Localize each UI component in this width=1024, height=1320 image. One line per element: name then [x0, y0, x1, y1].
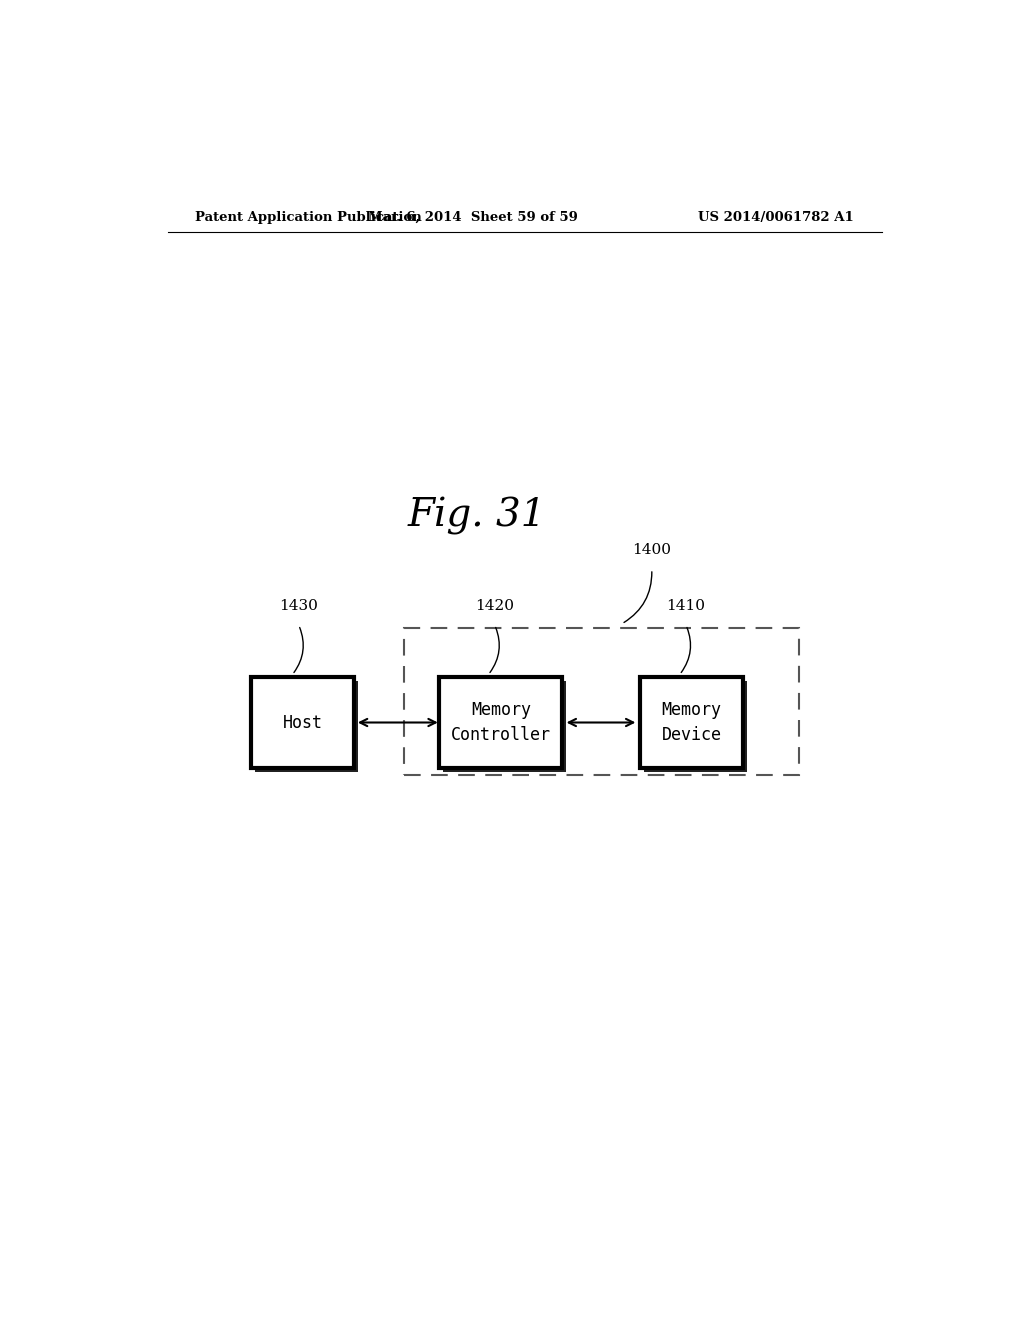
Bar — [644, 681, 748, 772]
Text: US 2014/0061782 A1: US 2014/0061782 A1 — [698, 211, 854, 224]
Bar — [404, 628, 800, 775]
Text: Host: Host — [283, 714, 323, 731]
Text: Memory
Controller: Memory Controller — [451, 701, 551, 744]
Text: 1420: 1420 — [475, 599, 514, 612]
Text: 1410: 1410 — [667, 599, 706, 612]
Bar — [640, 677, 743, 768]
Text: Fig. 31: Fig. 31 — [408, 498, 547, 535]
Text: 1430: 1430 — [280, 599, 318, 612]
Bar — [439, 677, 562, 768]
Text: Memory
Device: Memory Device — [662, 701, 722, 744]
Bar — [255, 681, 358, 772]
Bar — [443, 681, 566, 772]
Text: Patent Application Publication: Patent Application Publication — [196, 211, 422, 224]
Text: 1400: 1400 — [632, 543, 672, 557]
Bar — [251, 677, 354, 768]
Text: Mar. 6, 2014  Sheet 59 of 59: Mar. 6, 2014 Sheet 59 of 59 — [369, 211, 579, 224]
